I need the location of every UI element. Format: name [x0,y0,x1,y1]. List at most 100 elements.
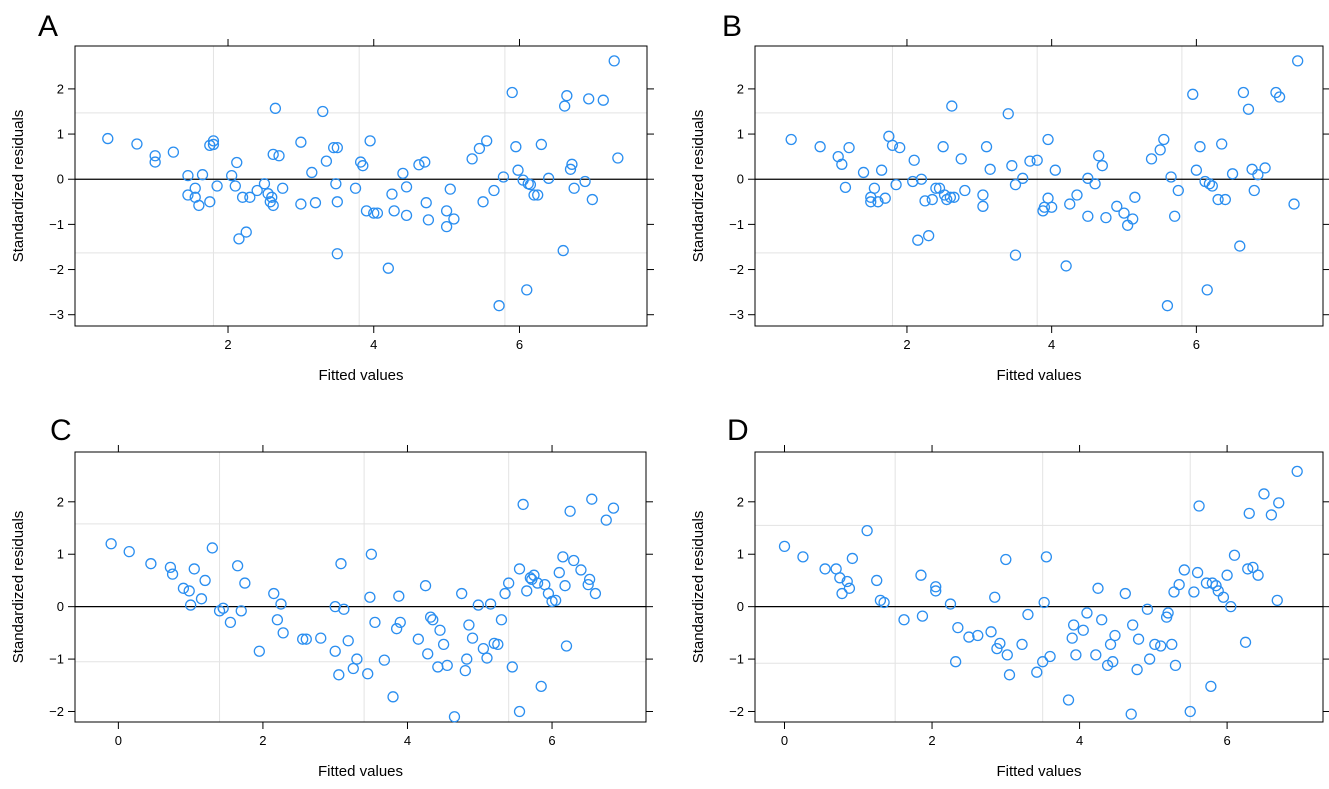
data-point [1001,649,1013,661]
y-tick-label: 0 [57,599,64,614]
data-point [331,196,343,208]
y-tick-label: 1 [57,127,64,142]
data-point [195,593,208,605]
data-point [919,195,931,207]
data-point [1221,569,1233,581]
data-point [908,154,920,166]
y-tick-label: −2 [49,704,64,719]
data-point [1169,659,1182,672]
data-point [342,635,354,647]
data-point [188,563,200,575]
data-point [512,164,524,176]
data-point [207,135,220,147]
data-point [400,181,413,193]
x-axis-title: Fitted values [318,367,403,384]
data-point [778,540,791,553]
data-point [1037,656,1049,668]
data-point [149,150,161,162]
data-point [390,623,403,635]
data-point [1064,198,1076,210]
data-point [183,585,195,597]
data-point [583,93,595,105]
data-point [295,198,307,210]
data-point [568,182,580,194]
y-tick-label: −3 [729,307,744,322]
data-point [959,184,971,197]
data-point [432,661,444,673]
data-point [878,596,890,609]
data-point [164,561,177,573]
y-tick-label: 0 [737,172,744,187]
data-point [422,214,435,226]
panel-letter: A [38,10,58,43]
data-point [510,141,522,153]
data-point [1193,500,1205,512]
data-point [145,558,157,570]
data-point [600,514,612,526]
data-point [836,158,848,170]
data-point [1225,601,1237,613]
data-point [335,558,347,570]
data-point [1127,213,1139,225]
data-point [184,599,197,611]
data-point [484,598,497,610]
data-point [488,184,500,197]
y-tick-label: 0 [57,172,64,187]
data-point [473,142,486,155]
data-point [1031,154,1043,166]
x-axis-title: Fitted values [996,367,1081,384]
data-point [493,300,505,312]
data-point [1081,607,1093,619]
y-axis-title: Standardized residuals [10,110,27,263]
data-point [937,141,949,153]
data-point [123,545,135,558]
y-tick-label: 0 [737,599,744,614]
y-tick-label: 2 [737,494,744,509]
panel-c: 0 2 4 6 −2 −1 0 1 2 Fitted values Standardized res… [10,414,653,780]
data-point [204,196,216,208]
data-point [1258,488,1270,500]
data-point [836,587,848,600]
data-point [1031,666,1043,678]
data-point [461,653,473,665]
data-point [521,585,533,597]
data-point [785,133,797,146]
data-point [984,163,996,175]
data-point [607,502,620,514]
data-point [262,188,274,200]
data-point [1184,705,1196,718]
data-point [1173,578,1185,591]
data-point [542,172,555,184]
data-point [1096,614,1108,626]
data-point [206,542,218,554]
data-point [266,191,278,203]
data-point [898,614,910,626]
data-point [1129,191,1141,203]
data-point [857,166,870,179]
data-point [524,178,537,191]
data-point [524,572,537,584]
data-point [1291,465,1303,478]
data-point [328,141,340,154]
data-point [972,629,984,642]
data-point [1169,210,1181,222]
data-point [199,574,211,587]
data-point [1217,591,1230,603]
data-point [448,711,461,723]
data-point [1234,240,1246,252]
data-point [985,626,997,638]
y-tick-label: −1 [49,217,64,232]
data-point [1252,169,1264,181]
data-point [477,642,490,655]
data-point [1252,569,1264,581]
data-point [300,633,312,645]
data-point [879,192,891,204]
data-point [349,182,362,194]
data-point [579,175,591,188]
y-tick-label: 1 [57,547,64,562]
data-point [306,166,318,179]
data-point [944,191,957,203]
data-point [1111,200,1123,212]
data-point [1082,210,1094,222]
data-point [477,196,489,208]
